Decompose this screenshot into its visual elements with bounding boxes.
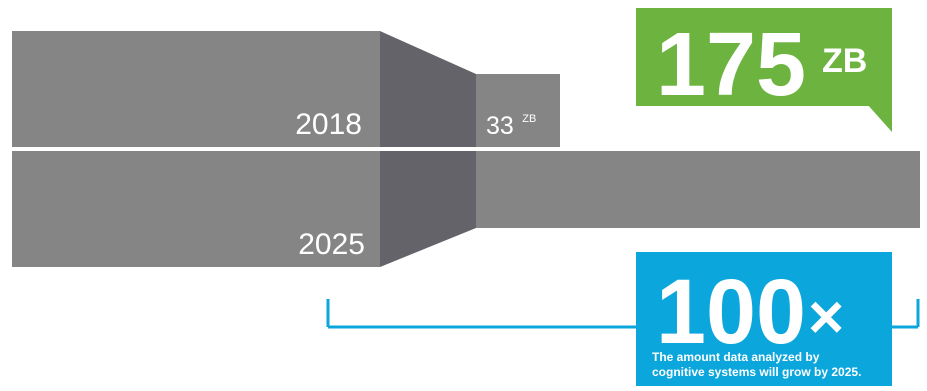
callout-green-tail bbox=[867, 104, 892, 132]
bar-2018 bbox=[476, 74, 560, 147]
category-label-2018: 2018 bbox=[295, 108, 362, 141]
bar-2025 bbox=[476, 151, 920, 228]
callout-blue-suffix: × bbox=[808, 283, 844, 352]
funnel-2025 bbox=[380, 151, 476, 267]
block-2025 bbox=[12, 151, 380, 267]
funnel-2018 bbox=[380, 31, 476, 147]
block-2018 bbox=[12, 31, 380, 147]
value-2018: 33 bbox=[486, 112, 514, 140]
callout-2025-value: 175 ZB bbox=[636, 8, 892, 132]
callout-blue-box bbox=[636, 252, 892, 386]
value-label-2018: 33 ZB bbox=[486, 112, 536, 140]
callout-blue-value: 100 bbox=[656, 261, 806, 363]
callout-green-unit: ZB bbox=[822, 42, 867, 80]
callout-caption-line-2: cognitive systems will grow by 2025. bbox=[652, 365, 861, 379]
unit-2018: ZB bbox=[522, 113, 536, 125]
callout-caption-line-1: The amount data analyzed by bbox=[652, 350, 820, 364]
callout-green-box bbox=[636, 8, 892, 106]
callout-green-value: 175 bbox=[656, 15, 806, 115]
callout-growth: 100 × The amount data analyzed by cognit… bbox=[636, 252, 892, 386]
category-label-2025: 2025 bbox=[298, 228, 365, 261]
